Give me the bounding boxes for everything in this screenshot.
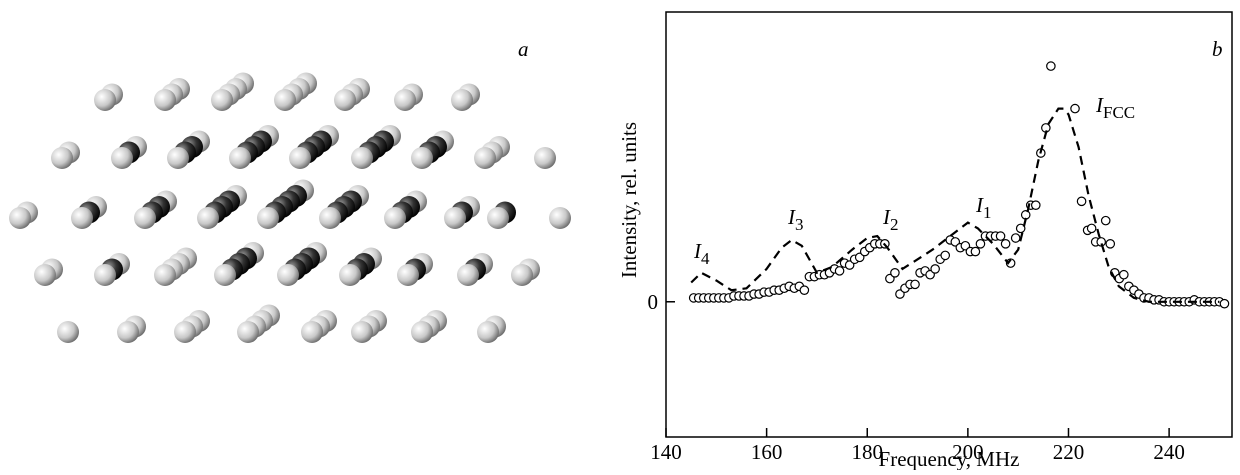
atom — [289, 147, 311, 169]
atom — [384, 207, 406, 229]
atom — [229, 147, 251, 169]
atom — [534, 147, 556, 169]
data-point — [1015, 223, 1026, 234]
atom — [134, 207, 156, 229]
annotation: I1 — [975, 193, 992, 222]
data-point — [1086, 223, 1097, 234]
data-point — [975, 239, 986, 249]
data-point — [1070, 103, 1080, 114]
annotation-sub: 4 — [701, 249, 710, 268]
annotation: IFCC — [1095, 93, 1135, 122]
annotation: I2 — [882, 205, 899, 234]
atom — [117, 321, 139, 343]
data-point — [1046, 61, 1056, 71]
annotation-main: I — [693, 239, 702, 263]
data-point — [1020, 210, 1031, 220]
atom — [214, 264, 236, 286]
data-point — [799, 285, 810, 295]
atom — [451, 89, 473, 111]
atom — [197, 207, 219, 229]
data-point — [940, 250, 951, 261]
atom — [71, 207, 93, 229]
data-point — [970, 246, 981, 257]
atom — [319, 207, 341, 229]
atom — [351, 321, 373, 343]
atom — [339, 264, 361, 286]
atom — [154, 264, 176, 286]
annotation-main: I — [1095, 93, 1104, 117]
y-axis-label: Intensity, rel. units — [617, 122, 641, 278]
annotation-sub: FCC — [1103, 103, 1135, 122]
atom — [411, 147, 433, 169]
data-point — [834, 266, 845, 276]
atom — [411, 321, 433, 343]
atom — [351, 147, 373, 169]
data-point — [1010, 233, 1021, 243]
data-point — [995, 231, 1006, 241]
atom — [174, 321, 196, 343]
data-point — [1030, 200, 1041, 210]
atom — [301, 321, 323, 343]
annotation-main: I — [882, 205, 891, 229]
annotation-sub: 3 — [795, 215, 804, 234]
y-tick-label: 0 — [648, 290, 659, 314]
annotation-sub: 1 — [983, 203, 992, 222]
x-tick-label: 140 — [650, 440, 682, 464]
x-tick-label: 180 — [851, 440, 883, 464]
atom — [457, 264, 479, 286]
atom — [34, 264, 56, 286]
atom — [474, 147, 496, 169]
x-tick-label: 160 — [751, 440, 783, 464]
annotation-main: I — [975, 193, 984, 217]
data-point — [930, 264, 940, 274]
x-tick-label: 240 — [1153, 440, 1185, 464]
x-tick-label: 200 — [952, 440, 984, 464]
atom — [334, 89, 356, 111]
annotation-main: I — [787, 205, 796, 229]
plot-frame — [665, 11, 1233, 438]
atom — [487, 207, 509, 229]
data-point — [910, 279, 920, 290]
annotation: I3 — [787, 205, 804, 234]
atom — [111, 147, 133, 169]
atom — [394, 89, 416, 111]
annotation-sub: 2 — [890, 215, 899, 234]
atom — [397, 264, 419, 286]
panel-label: b — [1212, 37, 1223, 61]
data-point — [1000, 239, 1011, 249]
atom — [257, 207, 279, 229]
x-tick-label: 220 — [1053, 440, 1085, 464]
atom — [167, 147, 189, 169]
annotation: I4 — [693, 239, 710, 268]
data-point — [1119, 269, 1129, 280]
atom — [237, 321, 259, 343]
molecule-illustration — [9, 72, 571, 343]
atom — [94, 264, 116, 286]
atom — [211, 89, 233, 111]
atom — [154, 89, 176, 111]
x-axis-label: Frequency, MHz — [879, 447, 1020, 470]
atom — [51, 147, 73, 169]
fit-curve — [690, 107, 1220, 303]
data-point — [1076, 196, 1087, 207]
data-point — [1105, 239, 1116, 249]
data-point — [1219, 298, 1230, 309]
atom — [94, 89, 116, 111]
atom — [549, 207, 571, 229]
atom — [444, 207, 466, 229]
atom — [57, 321, 79, 343]
atom — [9, 207, 31, 229]
data-point — [890, 267, 900, 278]
atom — [277, 264, 299, 286]
atom — [511, 264, 533, 286]
atom — [274, 89, 296, 111]
panel-label: a — [518, 37, 529, 61]
data-point — [1100, 215, 1111, 226]
atom — [477, 321, 499, 343]
